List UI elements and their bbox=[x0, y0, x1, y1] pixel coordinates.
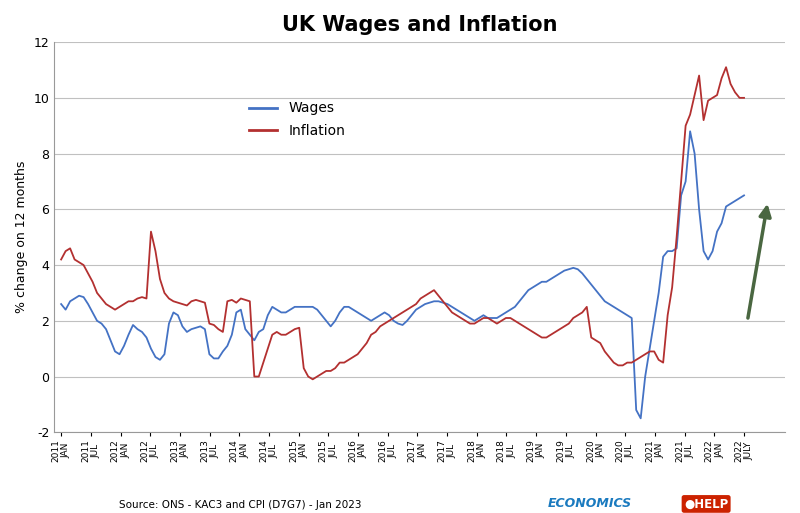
Wages bbox=[622, 312, 632, 318]
Line: Wages: Wages bbox=[61, 131, 744, 418]
Wages bbox=[739, 192, 749, 199]
Wages bbox=[636, 415, 646, 421]
Wages bbox=[717, 220, 726, 226]
Wages bbox=[56, 301, 66, 307]
Inflation bbox=[56, 256, 66, 263]
Wages bbox=[537, 279, 546, 285]
Line: Inflation: Inflation bbox=[61, 67, 744, 379]
Inflation bbox=[542, 334, 551, 341]
Inflation bbox=[627, 360, 637, 366]
Inflation bbox=[739, 95, 749, 101]
Wages bbox=[146, 346, 156, 352]
Legend: Wages, Inflation: Wages, Inflation bbox=[244, 96, 350, 143]
Y-axis label: % change on 12 months: % change on 12 months bbox=[15, 161, 28, 313]
Inflation bbox=[308, 376, 318, 382]
Text: ECONOMICS: ECONOMICS bbox=[548, 498, 632, 510]
Inflation bbox=[146, 228, 156, 234]
Wages bbox=[686, 128, 695, 134]
Inflation bbox=[722, 64, 731, 70]
Inflation bbox=[102, 301, 111, 307]
Inflation bbox=[712, 92, 722, 98]
Text: Source: ONS - KAC3 and CPI (D7G7) - Jan 2023: Source: ONS - KAC3 and CPI (D7G7) - Jan … bbox=[118, 501, 362, 510]
Title: UK Wages and Inflation: UK Wages and Inflation bbox=[282, 15, 558, 35]
Wages bbox=[358, 312, 367, 318]
Inflation bbox=[362, 340, 371, 346]
Text: ●HELP: ●HELP bbox=[684, 498, 728, 510]
Wages bbox=[102, 326, 111, 332]
